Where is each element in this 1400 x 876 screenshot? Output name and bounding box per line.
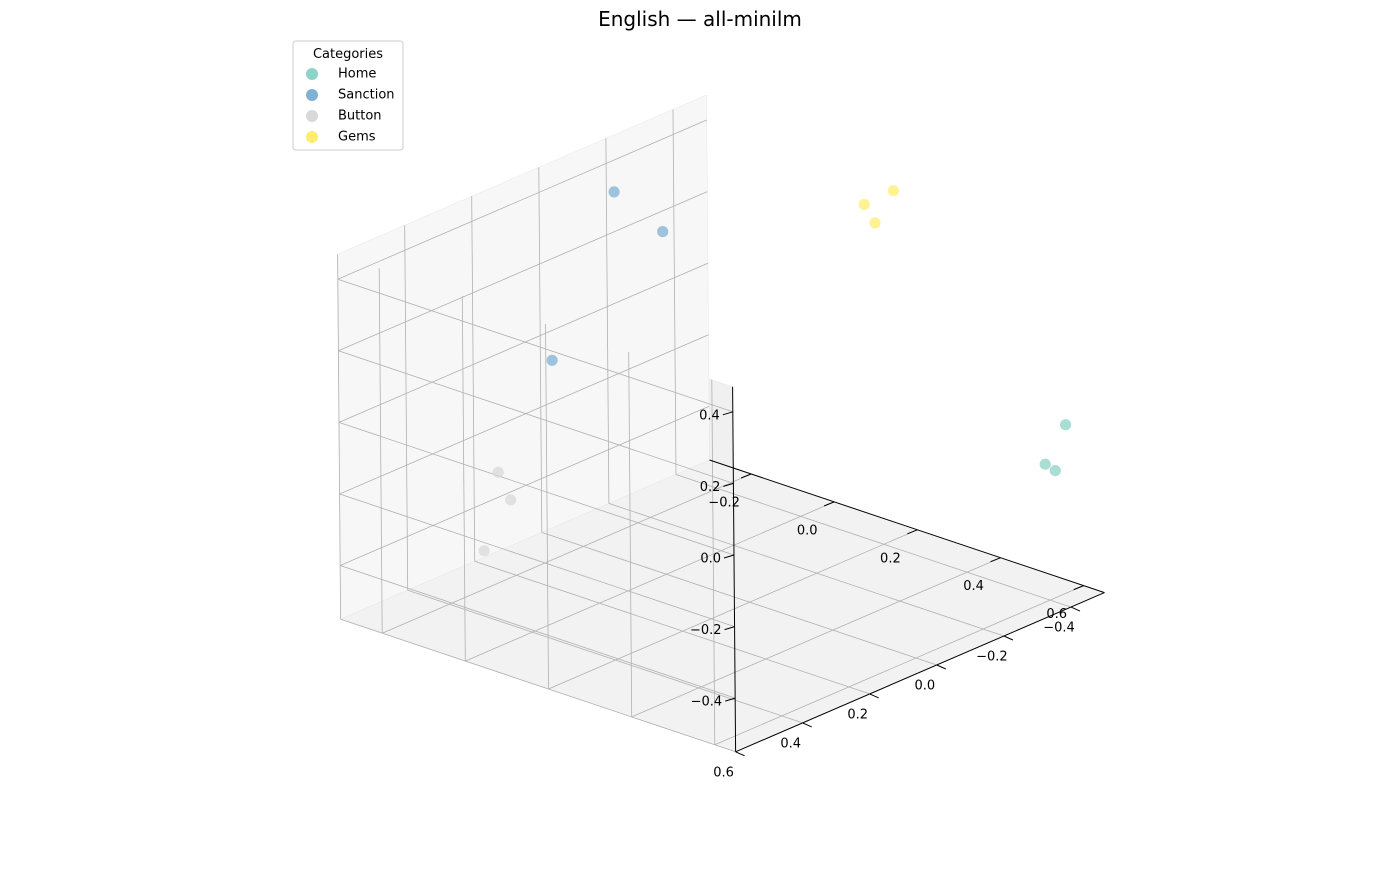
gridline-z-right — [338, 262, 709, 423]
gridline-x-wall — [672, 109, 677, 475]
legend-marker-sanction — [306, 89, 318, 101]
x-tick-mark — [802, 722, 812, 728]
gridline-x-floor — [407, 589, 803, 724]
gridline-y-wall — [711, 379, 716, 745]
x-tick-label: 0.2 — [847, 707, 868, 722]
legend-items: Home Sanction Button Gems — [306, 67, 395, 145]
y-tick-label: −0.2 — [708, 496, 740, 511]
axis-panes — [337, 94, 1106, 753]
x-tick-mark — [1003, 635, 1014, 641]
legend-label-home: Home — [338, 67, 376, 82]
point-button — [505, 494, 517, 506]
gridline-x-wall — [605, 138, 610, 504]
gridline-y-floor — [548, 529, 918, 690]
legend-marker-gems — [306, 131, 318, 143]
z-tick-label: 0.0 — [700, 552, 721, 567]
gridline-x-floor — [608, 503, 1005, 637]
point-button — [492, 466, 504, 478]
z-tick-mark — [725, 697, 736, 702]
gridline-x-floor — [474, 560, 870, 695]
point-gems — [887, 185, 900, 197]
gridlines — [337, 109, 1084, 753]
legend-marker-home — [306, 68, 318, 80]
x-tick-label: 0.6 — [713, 765, 734, 780]
y-tick-mark — [990, 557, 1001, 563]
x-tick-label: 0.4 — [780, 736, 801, 751]
z-tick-label: 0.2 — [700, 480, 721, 495]
x-tick-label: −0.4 — [1043, 621, 1075, 636]
gridline-z-right — [337, 119, 707, 280]
gridline-z-right — [339, 334, 709, 495]
legend-marker-button — [306, 110, 318, 122]
gridline-z-right — [338, 191, 708, 352]
gridline-z-right — [340, 405, 710, 566]
x-tick-mark — [869, 693, 879, 699]
legend-label-gems: Gems — [338, 130, 376, 145]
gridline-z-left — [338, 350, 734, 484]
gridline-y-floor — [465, 501, 835, 662]
x-tick-label: 0.0 — [914, 679, 935, 694]
gridline-z-left — [340, 565, 736, 699]
y-tick-mark — [1073, 585, 1084, 591]
gridline-x-wall — [538, 167, 543, 533]
y-axis-line — [709, 459, 1105, 594]
gridline-y-floor — [631, 557, 1001, 718]
gridline-x-floor — [675, 474, 1072, 608]
y-tick-mark — [740, 473, 752, 479]
point-home — [1049, 465, 1061, 477]
y-tick-label: 0.0 — [797, 523, 818, 538]
y-tick-label: 0.6 — [1046, 607, 1067, 622]
point-home — [1060, 419, 1072, 431]
z-tick-label: −0.4 — [691, 695, 723, 710]
gridline-y-floor — [382, 473, 752, 634]
legend-label-button: Button — [338, 109, 382, 124]
y-tick-mark — [907, 529, 918, 535]
gridline-y-floor — [714, 585, 1084, 746]
chart-title: English — all-minilm — [598, 7, 802, 31]
z-tick-mark — [722, 411, 733, 416]
gridline-x-floor — [541, 532, 937, 666]
point-gems — [858, 198, 870, 210]
z-tick-label: 0.4 — [699, 408, 720, 423]
y-tick-label: 0.4 — [963, 579, 984, 594]
z-tick-mark — [724, 626, 735, 631]
point-sanction — [608, 186, 620, 198]
gridline-y-wall — [628, 351, 633, 717]
gridline-z-left — [337, 278, 733, 413]
x-tick-label: −0.2 — [976, 650, 1008, 665]
point-sanction — [657, 226, 669, 238]
point-gems — [869, 217, 881, 229]
gridline-x-wall — [404, 225, 409, 591]
data-points — [478, 185, 1072, 557]
legend-label-sanction: Sanction — [338, 88, 395, 103]
point-button — [478, 545, 490, 557]
gridline-y-wall — [378, 268, 383, 634]
x-tick-mark — [735, 751, 745, 757]
z-axis-line — [732, 386, 737, 752]
gridline-y-wall — [461, 296, 466, 662]
y-tick-label: 0.2 — [880, 551, 901, 566]
point-home — [1039, 458, 1051, 470]
legend: Categories Home Sanction Button Gems — [292, 40, 404, 151]
z-tick-label: −0.2 — [690, 623, 722, 638]
legend-title: Categories — [313, 47, 383, 62]
gridline-y-wall — [545, 323, 549, 690]
z-tick-mark — [723, 554, 735, 559]
x-tick-mark — [936, 664, 947, 670]
z-tick-mark — [723, 482, 734, 487]
axes: −0.4−0.20.00.20.40.6−0.20.00.20.40.6−0.4… — [690, 386, 1105, 780]
gridline-z-left — [338, 422, 735, 556]
gridline-x-floor — [340, 618, 736, 753]
x-axis-line — [735, 592, 1105, 753]
gridline-x-wall — [471, 196, 476, 562]
point-sanction — [546, 354, 558, 366]
y-tick-mark — [824, 501, 835, 507]
legend-frame — [292, 40, 404, 151]
x-tick-mark — [1070, 606, 1081, 612]
gridline-z-left — [339, 493, 735, 627]
gridline-x-wall — [337, 254, 341, 620]
